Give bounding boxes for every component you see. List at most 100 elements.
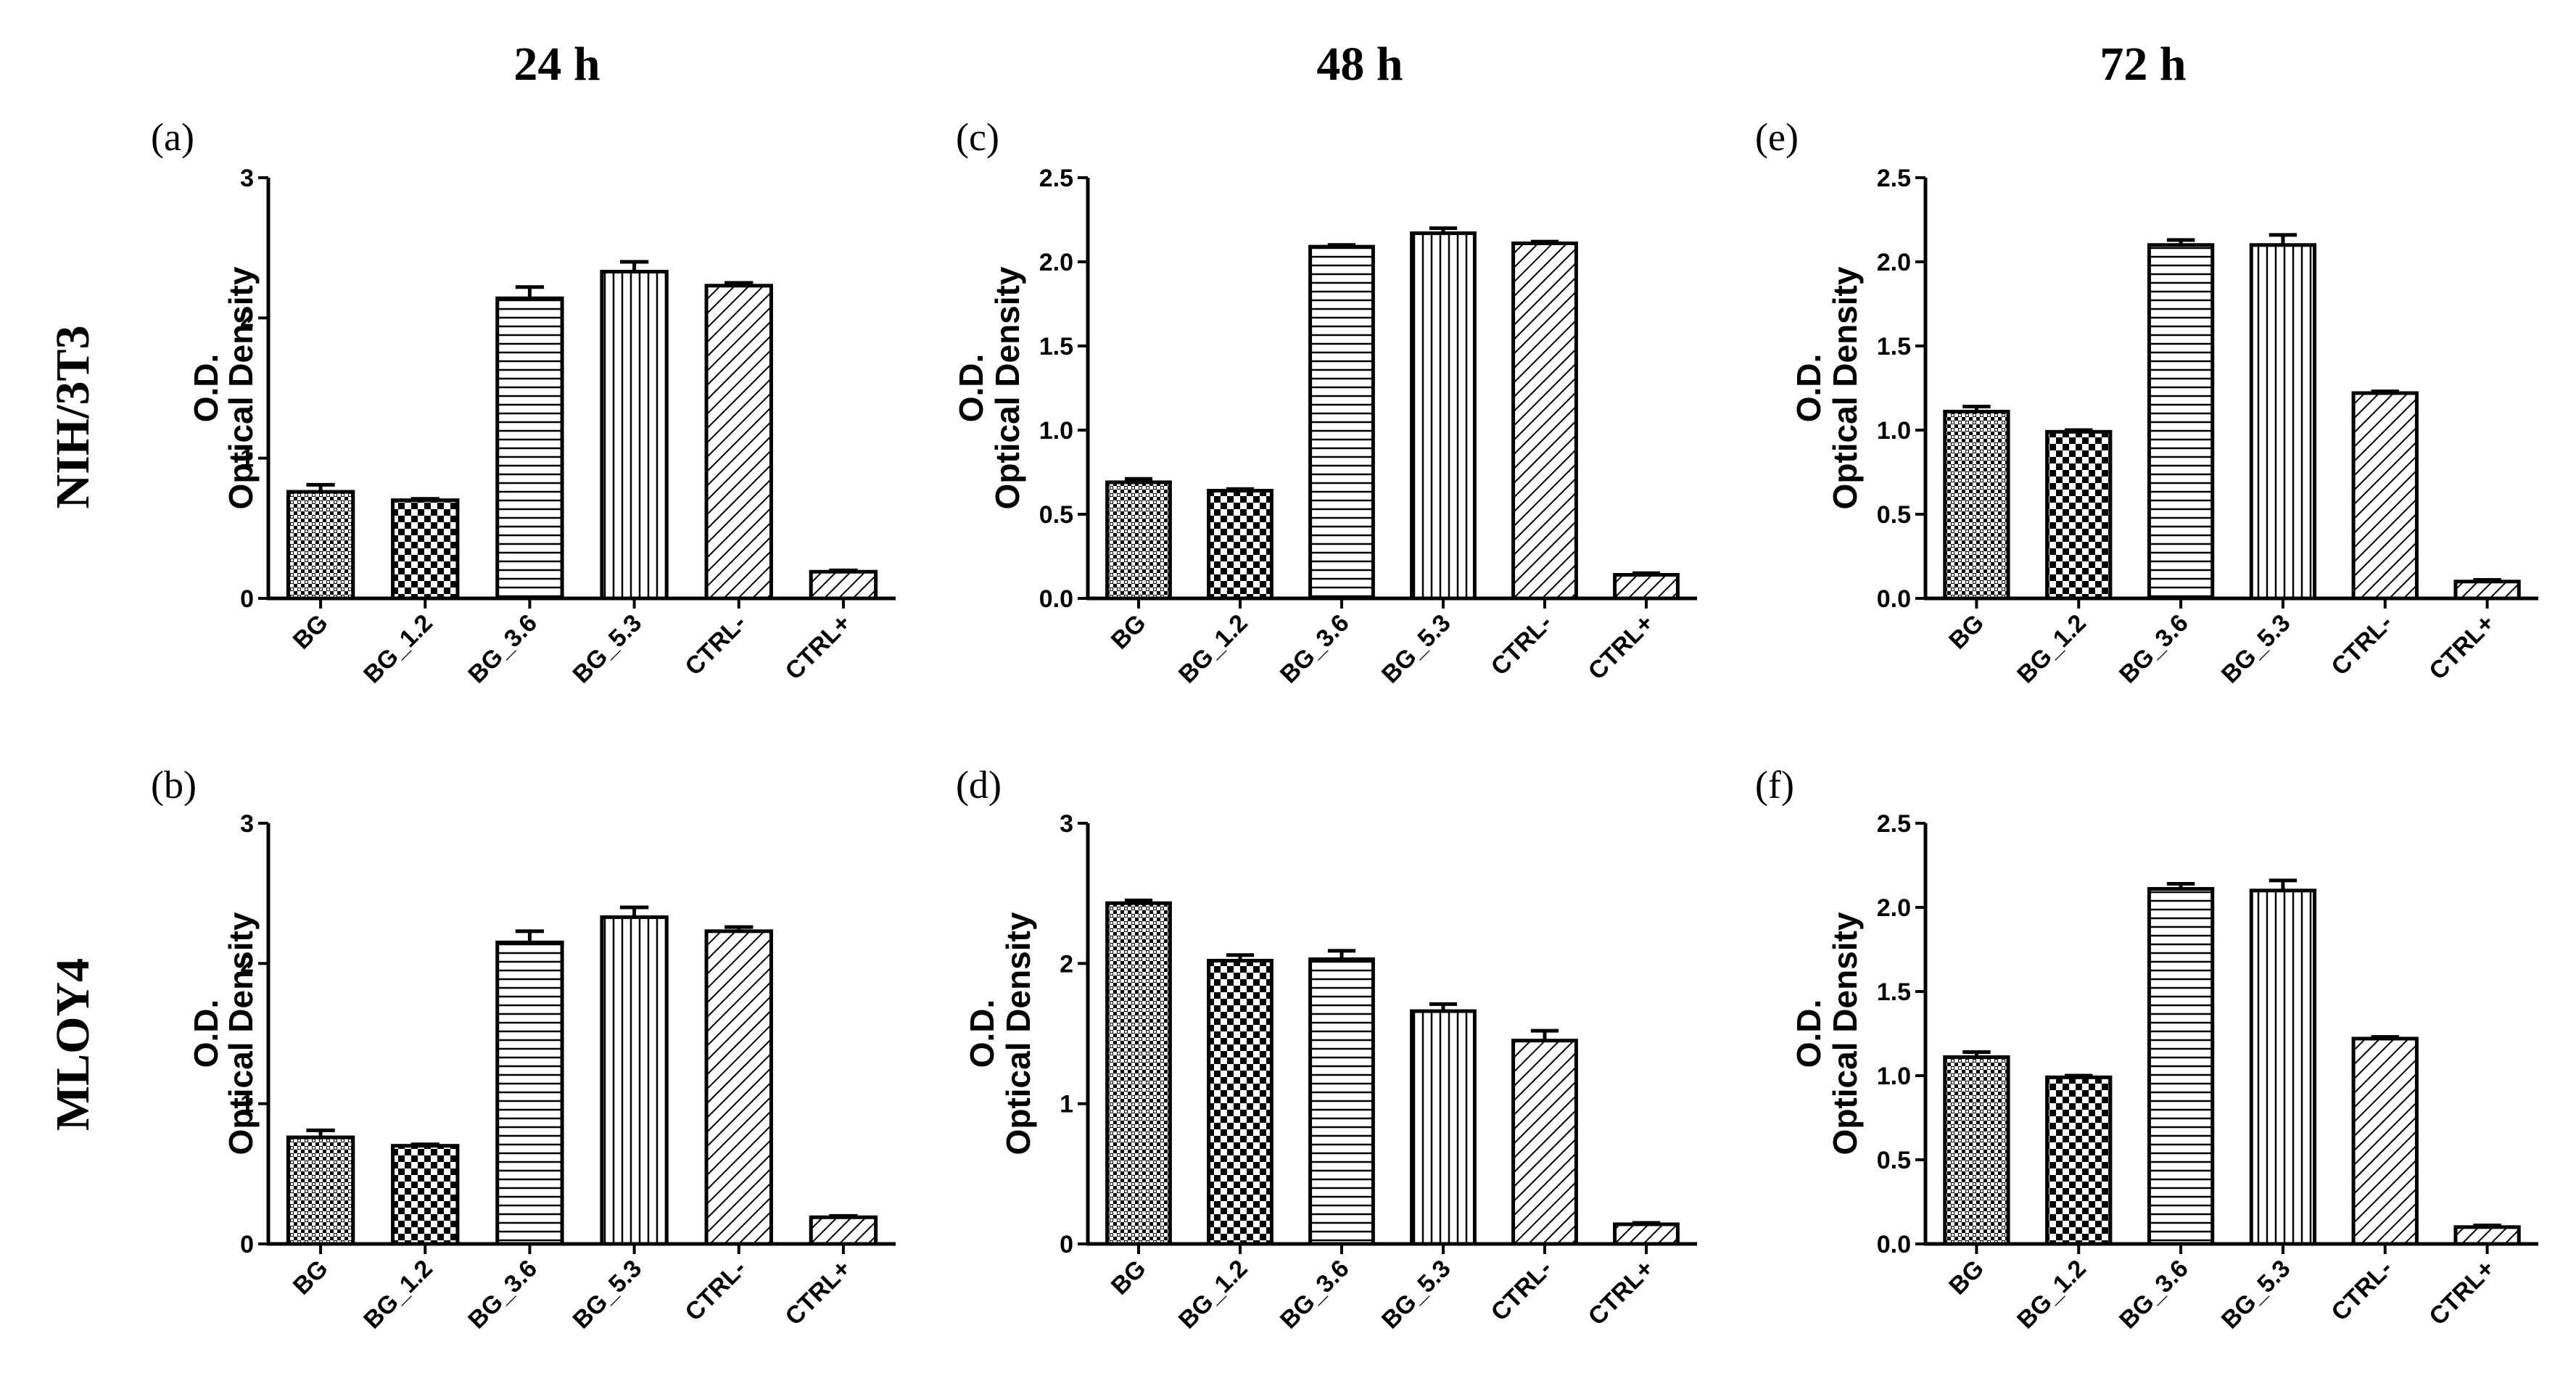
y-tick-label: 2.5 (1877, 165, 1911, 192)
y-tick-label: 2.0 (1877, 894, 1911, 922)
y-tick-label: 0.0 (1039, 585, 1073, 613)
y-tick-label: 1 (240, 445, 254, 473)
bar-ctrl-plus (809, 569, 878, 601)
bar-bg-5-3 (2249, 243, 2317, 601)
y-tick-label: 0.0 (1877, 585, 1911, 613)
x-tick-label-ctrl-plus: CTRL+ (780, 1255, 856, 1331)
y-axis-label-od: O.D. (1790, 999, 1828, 1068)
x-tick-label-bg-3-6: BG_3.6 (463, 609, 542, 689)
bar-bg-5-3 (1410, 1009, 1477, 1246)
x-tick-label-bg-1-2: BG_1.2 (2012, 1255, 2092, 1335)
bar-bg-5-3 (2249, 889, 2317, 1246)
x-tick-label-bg-1-2: BG_1.2 (2012, 609, 2092, 689)
x-tick-label-bg: BG (288, 1255, 334, 1300)
y-axis-label-optical-density: Optical Density (999, 912, 1037, 1155)
bar-bg-1-2 (1207, 958, 1273, 1246)
bar-bg-3-6 (495, 296, 564, 601)
panel-letter: (d) (956, 763, 1002, 807)
bar-bg (1105, 901, 1172, 1246)
bar-bg-1-2 (1207, 489, 1273, 601)
x-tick-label-bg-5-3: BG_5.3 (2216, 609, 2296, 689)
bar-ctrl-minus (704, 284, 773, 601)
chart-panel-e: (e) O.D.Optical Density 0.0 0.5 1.0 1.5 2.0 2.5… (1755, 115, 2538, 689)
y-axis-label-od: O.D. (963, 999, 1001, 1068)
y-axis-label-od: O.D. (952, 354, 990, 423)
y-axis-label-optical-density: Optical Density (1826, 912, 1864, 1155)
y-tick-label: 2.0 (1039, 249, 1073, 276)
x-tick-label-ctrl-minus: CTRL- (2326, 609, 2398, 681)
bar-bg-1-2 (391, 498, 460, 601)
x-tick-label-bg-3-6: BG_3.6 (463, 1255, 542, 1335)
x-tick-label-bg-1-2: BG_1.2 (1173, 609, 1253, 689)
x-tick-label-bg-1-2: BG_1.2 (1173, 1255, 1253, 1335)
x-tick-label-bg-5-3: BG_5.3 (1376, 1255, 1456, 1335)
chart-panel-f: (f) O.D.Optical Density 0.0 0.5 1.0 1.5 2.0 2.5… (1755, 763, 2538, 1335)
y-tick-label: 0 (1060, 1231, 1073, 1258)
y-axis-label-od: O.D. (1790, 354, 1828, 423)
bar-bg-3-6 (1308, 957, 1375, 1246)
x-tick-label-ctrl-minus: CTRL- (680, 1255, 751, 1327)
bar-ctrl-minus (1511, 241, 1578, 601)
y-tick-label: 1 (1060, 1091, 1073, 1118)
y-tick-label: 3 (240, 810, 254, 838)
bar-bg-3-6 (1308, 244, 1375, 601)
bar-ctrl-minus (2351, 1036, 2419, 1246)
y-tick-label: 0.5 (1877, 1147, 1911, 1174)
panel-letter: (e) (1755, 115, 1799, 159)
y-tick-label: 1.5 (1877, 333, 1911, 360)
bar-bg (1943, 409, 2010, 601)
bar-bg (286, 490, 355, 601)
y-tick-label: 2.5 (1039, 165, 1073, 192)
x-tick-label-bg-5-3: BG_5.3 (2216, 1255, 2296, 1335)
x-tick-label-ctrl-minus: CTRL- (1486, 1255, 1558, 1327)
x-tick-label-ctrl-minus: CTRL- (680, 609, 751, 681)
x-tick-label-bg: BG (1106, 609, 1152, 655)
y-tick-label: 0 (240, 585, 254, 613)
y-tick-label: 0.5 (1877, 501, 1911, 529)
bar-bg (1943, 1055, 2010, 1246)
y-tick-label: 2 (240, 950, 254, 978)
x-tick-label-bg-5-3: BG_5.3 (568, 609, 648, 689)
bar-ctrl-plus (809, 1215, 878, 1246)
panel-letter: (b) (151, 763, 197, 807)
x-tick-label-bg-5-3: BG_5.3 (1376, 609, 1456, 689)
y-tick-label: 1.0 (1877, 417, 1911, 445)
column-header-24h: 24 h (513, 38, 600, 91)
y-tick-label: 1.0 (1877, 1063, 1911, 1090)
chart-panel-b: (b) O.D.Optical Density 0 1 2 3 BG BG_1.2 BG_3.6… (151, 763, 896, 1335)
x-tick-label-bg: BG (288, 609, 334, 655)
panel-letter: (c) (956, 115, 999, 159)
y-axis-label-optical-density: Optical Density (1826, 266, 1864, 509)
x-tick-label-ctrl-plus: CTRL+ (780, 609, 856, 685)
x-tick-label-bg-1-2: BG_1.2 (358, 609, 438, 689)
panel-letter: (a) (151, 115, 194, 159)
bar-ctrl-plus (2453, 580, 2521, 601)
bar-bg-5-3 (600, 915, 669, 1246)
y-tick-label: 2.0 (1877, 249, 1911, 276)
bar-bg-5-3 (1410, 231, 1477, 601)
y-tick-label: 2 (1060, 950, 1073, 978)
y-tick-label: 0 (240, 1231, 254, 1258)
x-tick-label-bg: BG (1944, 1255, 1989, 1300)
chart-panel-a: (a) O.D.Optical Density 0 1 2 3 BG BG_1.2 BG_3.6… (151, 115, 896, 689)
bar-ctrl-minus (2351, 391, 2419, 601)
row-label-nih3t3: NIH/3T3 (46, 325, 99, 508)
y-tick-label: 3 (240, 165, 254, 192)
chart-panel-c: (c) O.D.Optical Density 0.0 0.5 1.0 1.5 2.0 2.5… (952, 115, 1697, 689)
bar-bg-3-6 (495, 940, 564, 1246)
y-tick-label: 1.0 (1039, 417, 1073, 445)
y-tick-label: 1 (240, 1091, 254, 1118)
bar-bg-3-6 (2147, 886, 2215, 1246)
bar-bg-5-3 (600, 270, 669, 601)
y-tick-label: 2 (240, 305, 254, 332)
bar-bg-1-2 (2045, 1075, 2113, 1246)
y-axis-label-optical-density: Optical Density (222, 266, 260, 509)
bar-bg-3-6 (2147, 243, 2215, 601)
x-tick-label-ctrl-minus: CTRL- (1486, 609, 1558, 681)
y-tick-label: 0.5 (1039, 501, 1073, 529)
chart-panel-d: (d) O.D.Optical Density 0 1 2 3 BG BG_1.2 BG_3.6… (956, 763, 1697, 1335)
panel-letter: (f) (1755, 763, 1794, 807)
x-tick-label-bg-5-3: BG_5.3 (568, 1255, 648, 1335)
x-tick-label-bg: BG (1944, 609, 1989, 655)
